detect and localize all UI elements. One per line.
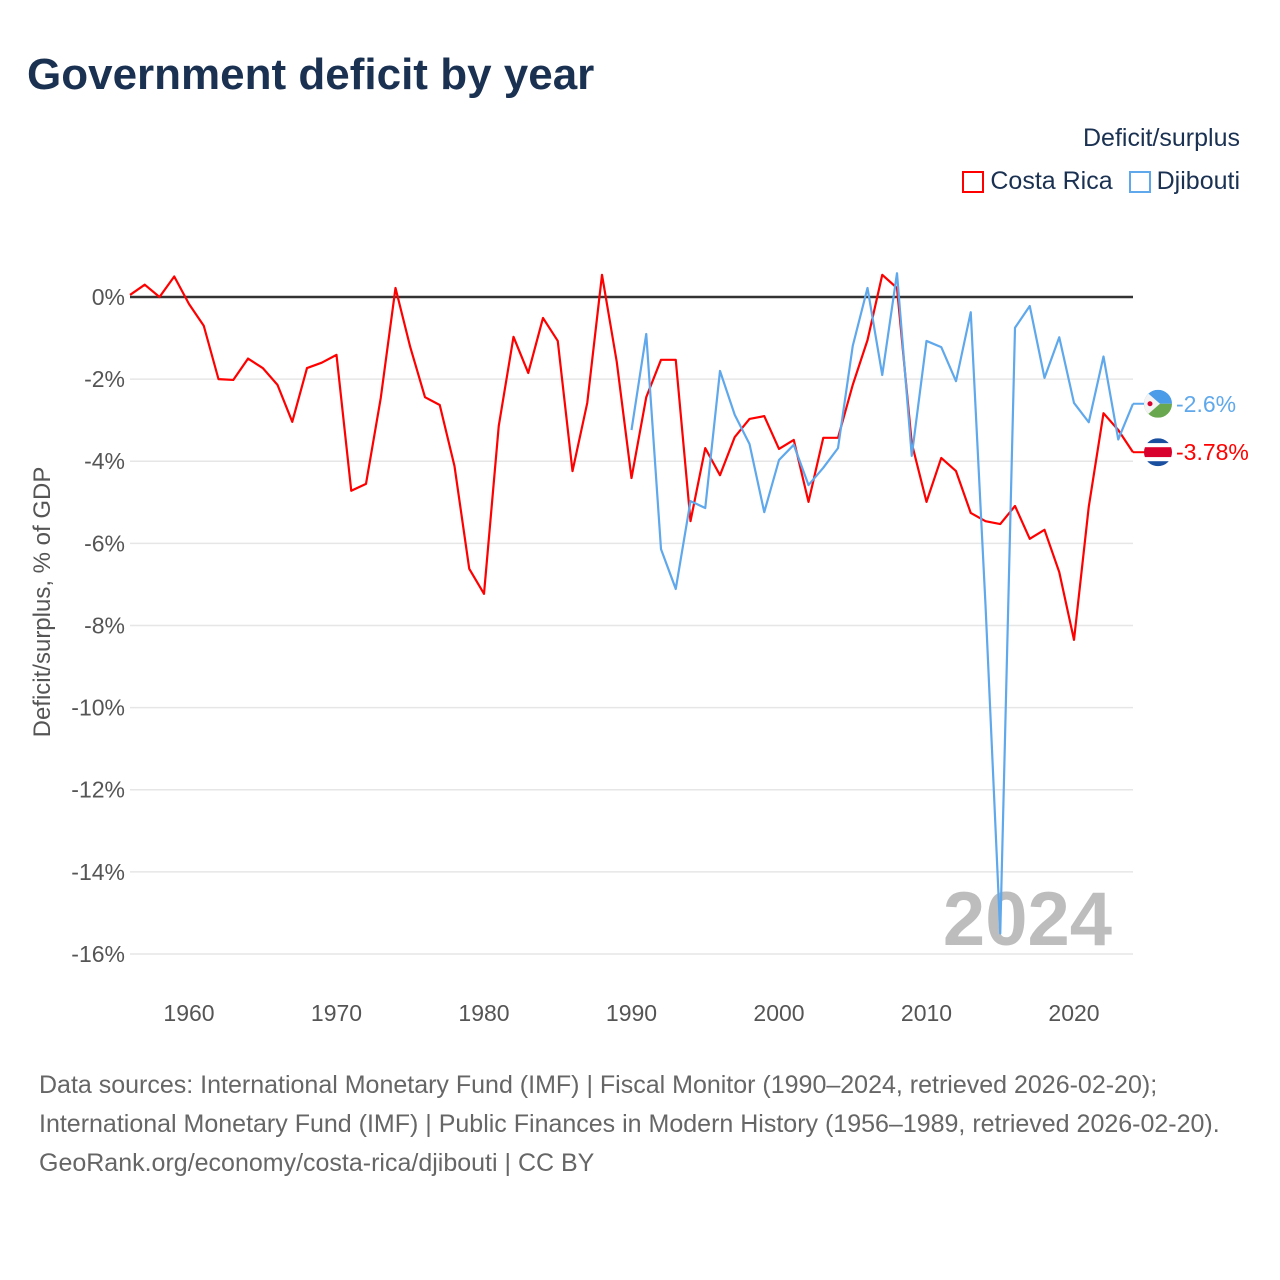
legend-item-costa-rica[interactable]: Costa Rica	[962, 167, 1113, 196]
djibouti-flag-icon	[1144, 389, 1172, 418]
data-sources: Data sources: International Monetary Fun…	[39, 1071, 1220, 1138]
y-axis-label: Deficit/surplus, % of GDP	[29, 467, 56, 738]
x-tick-label: 2020	[1048, 1000, 1099, 1026]
legend: Deficit/surplus Costa Rica Djibouti	[962, 124, 1240, 196]
y-tick-label: -10%	[71, 695, 125, 721]
end-value-label: -3.78%	[1176, 439, 1249, 465]
x-tick-label: 1980	[458, 1000, 509, 1026]
series-line-costa-rica	[129, 273, 1134, 641]
chart-title: Government deficit by year	[27, 50, 595, 99]
year-watermark: 2024	[943, 877, 1112, 962]
legend-label: Costa Rica	[990, 167, 1113, 195]
x-tick-label: 2010	[901, 1000, 952, 1026]
y-tick-label: 0%	[92, 284, 125, 310]
y-tick-label: -6%	[84, 530, 125, 556]
y-tick-label: -14%	[71, 859, 125, 885]
series-line-djibouti	[630, 272, 1135, 935]
costa-rica-flag-icon	[1144, 438, 1172, 467]
line-chart: 2024 0% -2% -4% -6% -8% -10% -12% -14% -16% 1960…	[29, 272, 1249, 1026]
credit-link[interactable]: GeoRank.org/economy/costa-rica/djibouti …	[39, 1149, 595, 1177]
legend-item-djibouti[interactable]: Djibouti	[1128, 167, 1240, 196]
y-tick-label: -12%	[71, 777, 125, 803]
end-value-label: -2.6%	[1176, 391, 1236, 417]
y-tick-label: -16%	[71, 941, 125, 967]
y-tick-label: -2%	[84, 366, 125, 392]
legend-swatch-djibouti	[1128, 170, 1151, 193]
x-tick-label: 2000	[753, 1000, 804, 1026]
legend-swatch-costa-rica	[962, 170, 985, 193]
legend-label: Djibouti	[1156, 167, 1240, 195]
y-tick-label: -8%	[84, 612, 125, 638]
x-tick-label: 1990	[606, 1000, 657, 1026]
footer: Data sources: International Monetary Fun…	[39, 1066, 1239, 1183]
y-tick-label: -4%	[84, 448, 125, 474]
x-tick-label: 1970	[311, 1000, 362, 1026]
legend-title: Deficit/surplus	[1083, 124, 1240, 152]
x-tick-label: 1960	[163, 1000, 214, 1026]
